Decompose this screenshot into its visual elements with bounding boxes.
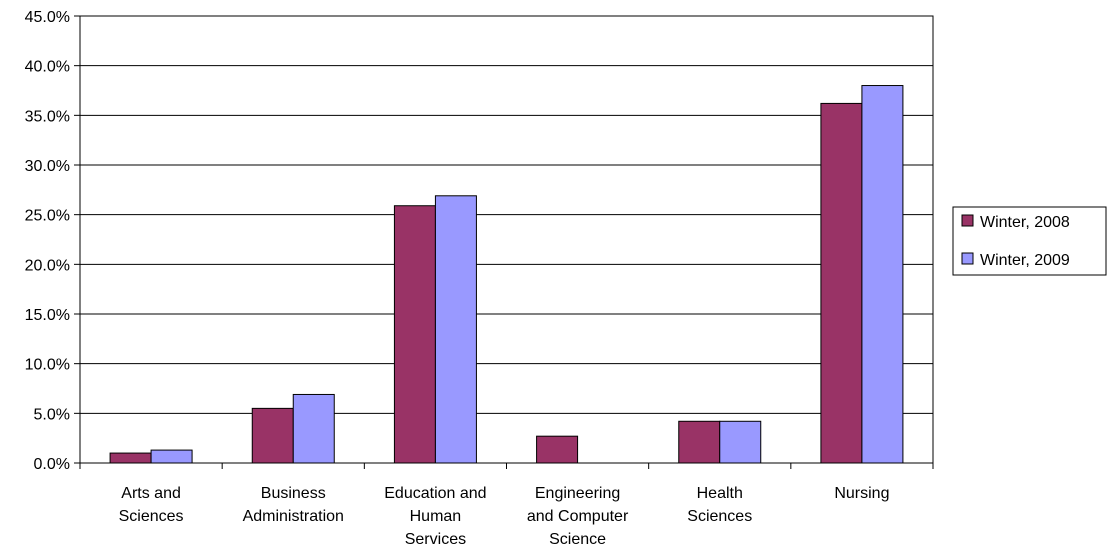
bar-winter-2008-5 <box>820 102 863 464</box>
legend-swatch-winter-2009 <box>961 252 974 265</box>
y-tick-label: 25.0% <box>25 208 70 225</box>
bar-winter-2009-4 <box>719 420 762 464</box>
legend: Winter, 2008 Winter, 2009 <box>952 206 1107 276</box>
axes <box>74 15 934 469</box>
legend-swatch-winter-2008 <box>961 214 974 227</box>
bar-winter-2008-0 <box>109 452 152 464</box>
x-category-label: Engineering and Computer Science <box>527 485 629 548</box>
x-category-label: Education and Human Services <box>384 485 486 548</box>
x-category-label: Health Sciences <box>687 485 752 525</box>
y-tick-label: 40.0% <box>25 59 70 76</box>
legend-frame <box>952 206 1107 276</box>
x-axis-category-labels: Arts and Sciences Business Administration Ed… <box>119 485 890 548</box>
bar-winter-2008-1 <box>251 407 294 464</box>
bar-winter-2009-1 <box>292 393 335 464</box>
y-tick-label: 20.0% <box>25 257 70 274</box>
bar-winter-2008-2 <box>393 205 436 464</box>
x-category-label: Arts and Sciences <box>119 485 184 525</box>
legend-label-winter-2008: Winter, 2008 <box>980 214 1070 231</box>
y-tick-label: 5.0% <box>34 406 70 423</box>
bar-winter-2008-3 <box>536 435 579 464</box>
bars <box>109 85 904 464</box>
bar-winter-2009-5 <box>861 85 904 464</box>
y-tick-label: 15.0% <box>25 307 70 324</box>
y-tick-label: 0.0% <box>34 456 70 473</box>
bar-winter-2009-2 <box>434 195 477 464</box>
x-category-label: Nursing <box>834 485 889 502</box>
y-tick-label: 45.0% <box>25 9 70 26</box>
y-tick-label: 35.0% <box>25 108 70 125</box>
y-tick-label: 10.0% <box>25 357 70 374</box>
y-tick-label: 30.0% <box>25 158 70 175</box>
y-axis-tick-labels: 0.0% 5.0% 10.0% 15.0% 20.0% 25.0% 30.0% 35.0% 40… <box>25 9 70 473</box>
bar-winter-2009-0 <box>150 449 193 464</box>
bar-winter-2008-4 <box>678 420 721 464</box>
x-category-label: Business Administration <box>243 485 344 525</box>
legend-label-winter-2009: Winter, 2009 <box>980 252 1070 269</box>
gridlines <box>79 15 934 464</box>
plot-area <box>79 15 934 464</box>
